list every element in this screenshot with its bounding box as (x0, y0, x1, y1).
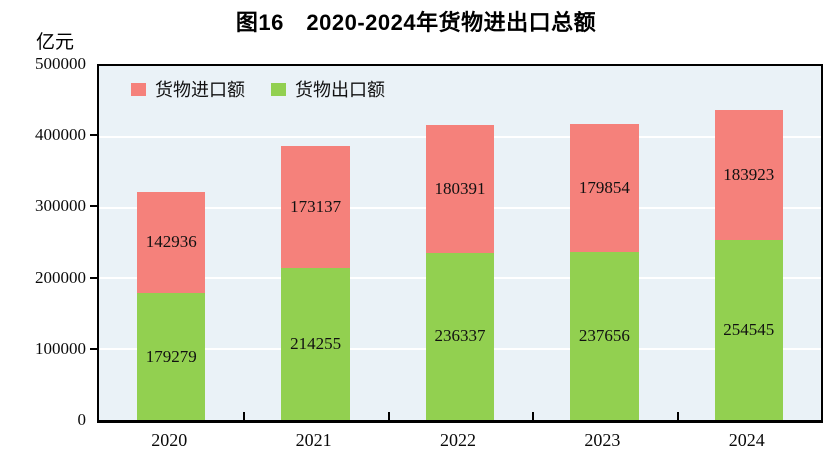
legend-label-exports: 货物出口额 (295, 80, 385, 100)
y-tick-label-300000: 300000 (35, 196, 86, 216)
y-tick-label-400000: 400000 (35, 125, 86, 145)
stacked-bar-2021: 173137 214255 (281, 145, 350, 420)
bar-group-2021: 173137 214255 (243, 66, 387, 420)
x-axis-label-2020: 2020 (151, 430, 188, 450)
legend-swatch-imports (131, 82, 146, 96)
bar-segment-export-2022: 236337 (425, 252, 495, 420)
legend: 货物进口额 货物出口额 (131, 76, 385, 102)
bar-value-export-2020: 179279 (145, 346, 197, 366)
bar-value-export-2023: 237656 (578, 325, 630, 345)
x-tick-mark-2 (387, 412, 390, 420)
x-axis-label-2024: 2024 (728, 430, 765, 450)
x-tick-mark-4 (676, 412, 679, 420)
bar-segment-import-2024: 183923 (714, 109, 784, 240)
y-tick-mark-200000 (90, 276, 97, 279)
legend-swatch-exports (271, 82, 286, 96)
y-tick-mark-400000 (90, 134, 97, 137)
bar-group-2020: 142936 179279 (99, 66, 243, 420)
y-axis-unit-label: 亿元 (36, 32, 75, 53)
stacked-bar-2022: 180391 236337 (425, 124, 495, 420)
bar-value-export-2022: 236337 (434, 326, 486, 346)
bar-group-2022: 180391 236337 (388, 66, 532, 420)
y-tick-label-200000: 200000 (35, 267, 86, 287)
bar-value-export-2021: 214255 (290, 334, 342, 354)
legend-item-exports: 货物出口额 (271, 76, 385, 102)
bar-segment-import-2023: 179854 (570, 124, 639, 252)
bar-value-import-2021: 173137 (290, 197, 342, 217)
x-tick-mark-3 (532, 412, 535, 420)
y-tick-label-500000: 500000 (35, 54, 86, 73)
x-axis-label-2023: 2023 (584, 430, 621, 450)
stacked-bar-2023: 179854 237656 (570, 124, 639, 420)
y-tick-mark-300000 (90, 205, 97, 208)
bar-segment-export-2020: 179279 (136, 293, 206, 420)
bar-group-2023: 179854 237656 (532, 66, 676, 420)
bar-segment-export-2021: 214255 (281, 268, 350, 420)
bar-segment-export-2024: 254545 (714, 239, 784, 420)
bar-value-import-2023: 179854 (578, 178, 630, 198)
legend-label-imports: 货物进口额 (155, 80, 245, 100)
x-axis-label-2022: 2022 (439, 430, 476, 450)
stacked-bar-2024: 183923 254545 (714, 109, 784, 420)
bar-group-2024: 183923 254545 (677, 66, 821, 420)
y-tick-label-100000: 100000 (35, 338, 86, 358)
bar-segment-export-2023: 237656 (570, 251, 639, 420)
bar-segment-import-2022: 180391 (425, 124, 495, 253)
bar-value-import-2022: 180391 (434, 178, 486, 198)
y-tick-mark-100000 (90, 347, 97, 350)
stacked-bar-2020: 142936 179279 (136, 191, 206, 420)
plot-area: 货物进口额 货物出口额 142936 179279 173137 214255 18039… (97, 64, 823, 423)
legend-item-imports: 货物进口额 (131, 76, 245, 102)
y-tick-label-0: 0 (77, 410, 87, 429)
x-tick-mark-1 (243, 412, 246, 420)
bar-segment-import-2020: 142936 (136, 191, 206, 294)
chart-title: 图16 2020-2024年货物进出口总额 (235, 10, 597, 35)
bar-value-import-2020: 142936 (145, 232, 197, 252)
bar-value-import-2024: 183923 (723, 164, 775, 184)
x-axis-label-2021: 2021 (295, 430, 332, 450)
bar-segment-import-2021: 173137 (281, 145, 350, 269)
bar-value-export-2024: 254545 (723, 319, 775, 339)
